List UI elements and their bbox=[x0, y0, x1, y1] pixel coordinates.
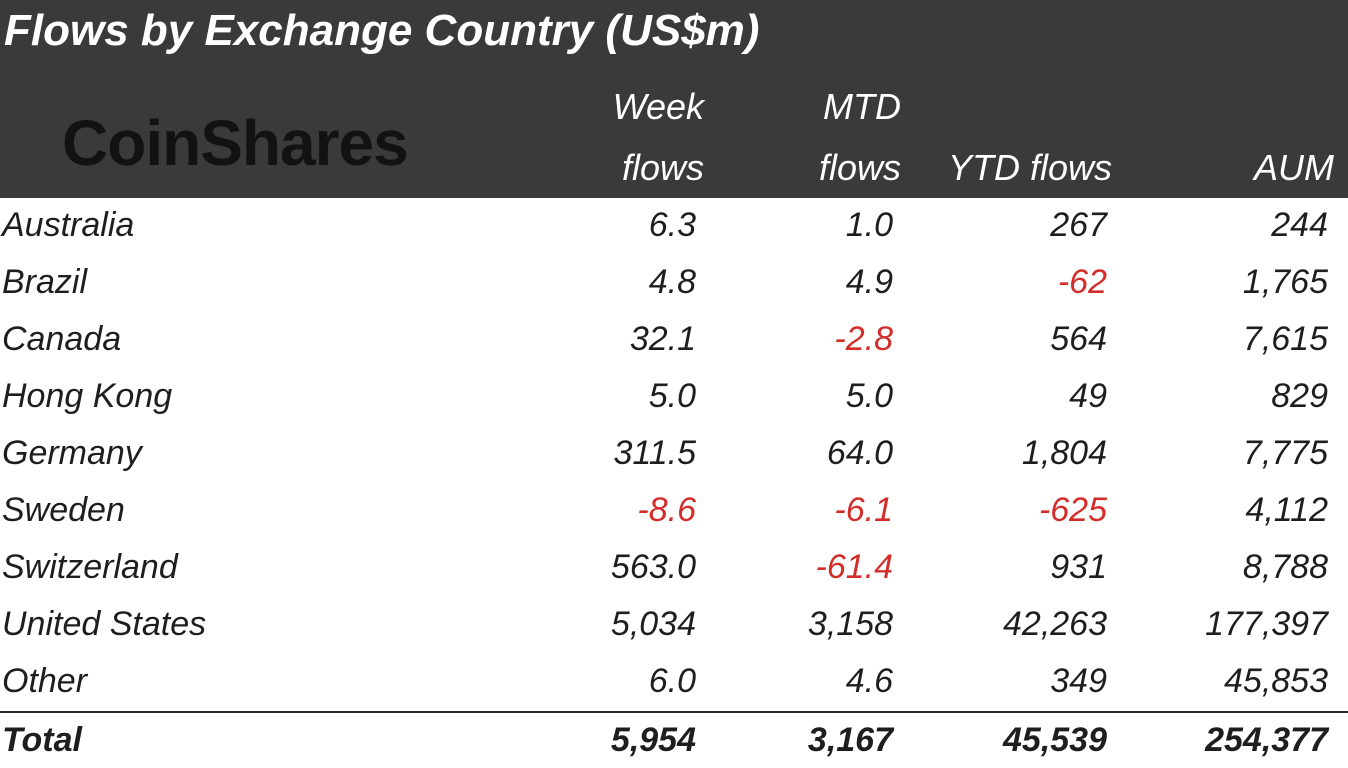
ytd-flows-cell: 42,263 bbox=[1003, 607, 1107, 641]
ytd-flows-cell: 49 bbox=[1069, 379, 1107, 413]
mtd-flows-cell: -61.4 bbox=[816, 550, 894, 584]
total-mtd-flows: 3,167 bbox=[808, 723, 893, 757]
week-flows-cell: 311.5 bbox=[613, 436, 696, 470]
week-flows-cell: 563.0 bbox=[611, 550, 696, 584]
header-aum: AUM bbox=[1254, 150, 1334, 186]
country-cell: Australia bbox=[2, 208, 134, 242]
header-mtd-line1: MTD bbox=[823, 89, 901, 125]
table-header: Flows by Exchange Country (US$m) CoinSha… bbox=[0, 0, 1348, 198]
table-row: United States 5,034 3,158 42,263 177,397 bbox=[0, 597, 1348, 654]
mtd-flows-cell: 1.0 bbox=[846, 208, 893, 242]
mtd-flows-cell: -6.1 bbox=[834, 493, 893, 527]
country-cell: Hong Kong bbox=[2, 379, 172, 413]
mtd-flows-cell: 64.0 bbox=[827, 436, 893, 470]
ytd-flows-cell: -62 bbox=[1058, 265, 1107, 299]
total-week-flows: 5,954 bbox=[611, 723, 696, 757]
aum-cell: 7,615 bbox=[1243, 322, 1328, 356]
week-flows-cell: 5.0 bbox=[649, 379, 696, 413]
coinshares-logo: CoinShares bbox=[62, 106, 408, 180]
mtd-flows-cell: -2.8 bbox=[834, 322, 893, 356]
aum-cell: 1,765 bbox=[1243, 265, 1328, 299]
ytd-flows-cell: 349 bbox=[1050, 664, 1107, 698]
mtd-flows-cell: 5.0 bbox=[846, 379, 893, 413]
table-row: Australia 6.3 1.0 267 244 bbox=[0, 198, 1348, 255]
total-aum: 254,377 bbox=[1205, 723, 1328, 757]
table-row: Germany 311.5 64.0 1,804 7,775 bbox=[0, 426, 1348, 483]
header-week-line1: Week bbox=[613, 89, 704, 125]
aum-cell: 7,775 bbox=[1243, 436, 1328, 470]
ytd-flows-cell: 1,804 bbox=[1022, 436, 1107, 470]
country-cell: Switzerland bbox=[2, 550, 178, 584]
mtd-flows-cell: 4.6 bbox=[846, 664, 893, 698]
aum-cell: 4,112 bbox=[1245, 493, 1328, 527]
table-row: Brazil 4.8 4.9 -62 1,765 bbox=[0, 255, 1348, 312]
total-ytd-flows: 45,539 bbox=[1003, 723, 1107, 757]
header-ytd: YTD flows bbox=[948, 150, 1112, 186]
ytd-flows-cell: 931 bbox=[1050, 550, 1107, 584]
country-cell: United States bbox=[2, 607, 206, 641]
country-cell: Brazil bbox=[2, 265, 87, 299]
country-cell: Canada bbox=[2, 322, 121, 356]
week-flows-cell: 6.0 bbox=[649, 664, 696, 698]
ytd-flows-cell: 564 bbox=[1050, 322, 1107, 356]
total-label: Total bbox=[2, 723, 82, 757]
header-week-line2: flows bbox=[622, 150, 704, 186]
week-flows-cell: 32.1 bbox=[630, 322, 696, 356]
country-cell: Other bbox=[2, 664, 87, 698]
aum-cell: 45,853 bbox=[1224, 664, 1328, 698]
country-cell: Sweden bbox=[2, 493, 125, 527]
table-row: Switzerland 563.0 -61.4 931 8,788 bbox=[0, 540, 1348, 597]
ytd-flows-cell: 267 bbox=[1050, 208, 1107, 242]
week-flows-cell: 6.3 bbox=[649, 208, 696, 242]
mtd-flows-cell: 3,158 bbox=[808, 607, 893, 641]
total-row: Total 5,954 3,167 45,539 254,377 bbox=[0, 712, 1348, 768]
chart-title: Flows by Exchange Country (US$m) bbox=[4, 6, 759, 56]
aum-cell: 8,788 bbox=[1243, 550, 1328, 584]
table-row: Sweden -8.6 -6.1 -625 4,112 bbox=[0, 483, 1348, 540]
week-flows-cell: 4.8 bbox=[649, 265, 696, 299]
table-body: Australia 6.3 1.0 267 244 Brazil 4.8 4.9 -62 1,76… bbox=[0, 198, 1348, 711]
week-flows-cell: -8.6 bbox=[637, 493, 696, 527]
table-row: Hong Kong 5.0 5.0 49 829 bbox=[0, 369, 1348, 426]
header-mtd-line2: flows bbox=[819, 150, 901, 186]
country-cell: Germany bbox=[2, 436, 142, 470]
ytd-flows-cell: -625 bbox=[1039, 493, 1107, 527]
aum-cell: 177,397 bbox=[1205, 607, 1328, 641]
week-flows-cell: 5,034 bbox=[611, 607, 696, 641]
aum-cell: 244 bbox=[1271, 208, 1328, 242]
table-row: Other 6.0 4.6 349 45,853 bbox=[0, 654, 1348, 711]
table-row: Canada 32.1 -2.8 564 7,615 bbox=[0, 312, 1348, 369]
aum-cell: 829 bbox=[1271, 379, 1328, 413]
mtd-flows-cell: 4.9 bbox=[846, 265, 893, 299]
